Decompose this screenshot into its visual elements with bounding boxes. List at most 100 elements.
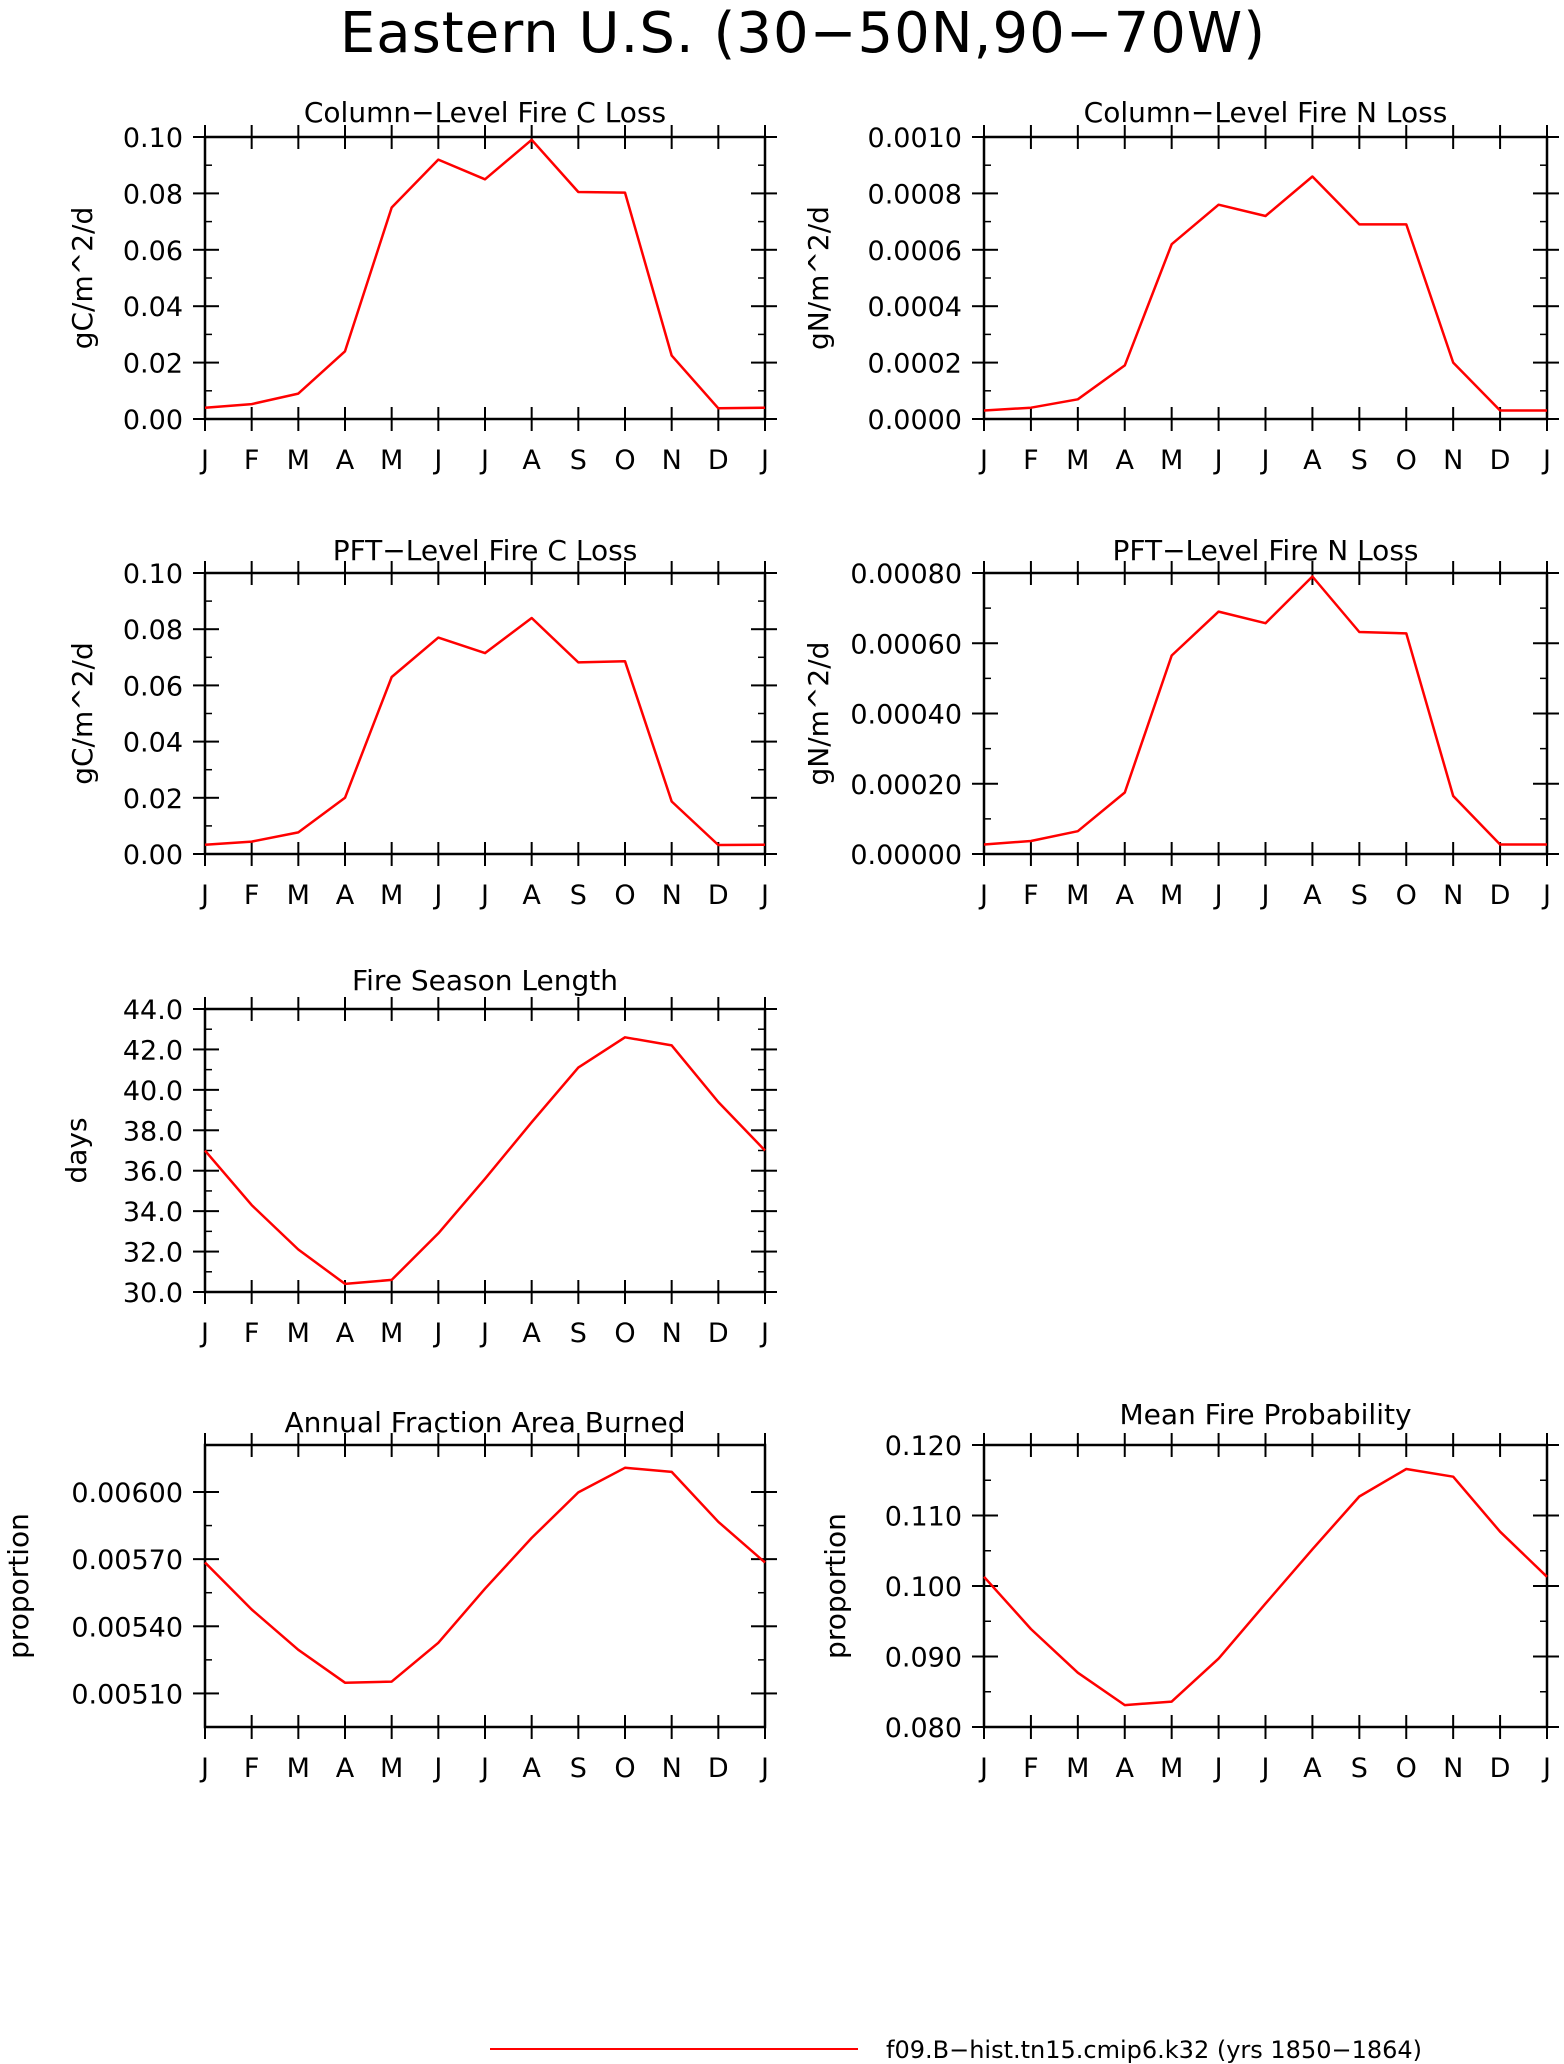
x-tick-label: O [614, 1753, 635, 1784]
x-tick-label: S [570, 1753, 587, 1784]
x-tick-label: D [708, 445, 729, 476]
y-tick-label: 32.0 [123, 1238, 183, 1269]
x-tick-label: A [522, 880, 541, 911]
x-tick-label: A [522, 445, 541, 476]
x-tick-label: S [1351, 1753, 1368, 1784]
y-tick-label: 0.0002 [868, 349, 962, 380]
legend-label: f09.B−hist.tn15.cmip6.k32 (yrs 1850−1864… [886, 2036, 1422, 2064]
y-tick-label: 0.090 [885, 1643, 962, 1674]
x-tick-label: A [336, 1318, 355, 1349]
x-tick-label: J [759, 1753, 769, 1784]
x-tick-label: N [662, 880, 682, 911]
y-tick-label: 0.08 [123, 179, 183, 210]
x-tick-label: J [759, 445, 769, 476]
y-tick-label: 0.00020 [850, 770, 962, 801]
x-tick-label: J [978, 445, 988, 476]
x-tick-label: F [244, 880, 260, 911]
x-tick-label: S [1351, 880, 1368, 911]
panel-title: Column−Level Fire C Loss [304, 96, 666, 129]
y-tick-label: 0.00040 [850, 700, 962, 731]
x-tick-label: M [1066, 1753, 1089, 1784]
y-tick-label: 0.00540 [71, 1612, 183, 1643]
y-tick-label: 0.10 [123, 559, 183, 590]
x-tick-label: M [1160, 445, 1183, 476]
x-tick-label: A [522, 1753, 541, 1784]
x-tick-label: A [336, 880, 355, 911]
x-tick-label: A [1303, 1753, 1322, 1784]
x-tick-label: N [1443, 880, 1463, 911]
x-tick-label: M [1066, 445, 1089, 476]
x-tick-label: F [1023, 880, 1039, 911]
x-tick-label: N [662, 1753, 682, 1784]
y-tick-label: 30.0 [123, 1278, 183, 1309]
x-tick-label: S [570, 1318, 587, 1349]
x-tick-label: D [708, 880, 729, 911]
plot-frame [203, 1007, 767, 1294]
x-tick-label: M [1066, 880, 1089, 911]
x-tick-label: J [199, 1318, 209, 1349]
x-tick-label: M [380, 880, 403, 911]
x-tick-label: J [978, 1753, 988, 1784]
x-tick-label: O [614, 1318, 635, 1349]
y-axis-label: gC/m^2/d [66, 642, 99, 785]
x-tick-label: O [614, 445, 635, 476]
x-tick-label: J [432, 445, 442, 476]
x-tick-label: S [570, 445, 587, 476]
y-tick-label: 0.04 [123, 292, 183, 323]
x-tick-label: J [1541, 445, 1551, 476]
y-tick-label: 0.080 [885, 1713, 962, 1744]
x-tick-label: D [1490, 880, 1511, 911]
y-tick-label: 34.0 [123, 1197, 183, 1228]
y-tick-label: 42.0 [123, 1035, 183, 1066]
x-tick-label: N [662, 1318, 682, 1349]
x-tick-label: D [1490, 1753, 1511, 1784]
x-tick-label: M [287, 1753, 310, 1784]
x-tick-label: D [708, 1318, 729, 1349]
y-tick-label: 0.00060 [850, 629, 962, 660]
x-tick-label: N [1443, 445, 1463, 476]
x-tick-label: J [1541, 1753, 1551, 1784]
x-tick-label: M [1160, 880, 1183, 911]
y-axis-label: gN/m^2/d [802, 642, 835, 786]
x-tick-label: J [759, 880, 769, 911]
x-tick-label: M [380, 1318, 403, 1349]
y-tick-label: 0.08 [123, 615, 183, 646]
x-tick-label: A [522, 1318, 541, 1349]
x-tick-label: J [199, 880, 209, 911]
y-axis-label: gC/m^2/d [66, 207, 99, 350]
y-axis-label: gN/m^2/d [802, 206, 835, 350]
x-tick-label: F [244, 1753, 260, 1784]
panel-title: Column−Level Fire N Loss [1084, 96, 1448, 129]
series-line [204, 616, 766, 847]
x-tick-label: O [1396, 880, 1417, 911]
y-tick-label: 0.06 [123, 671, 183, 702]
x-tick-label: J [759, 1318, 769, 1349]
y-tick-label: 0.02 [123, 784, 183, 815]
x-tick-label: A [336, 1753, 355, 1784]
y-tick-label: 36.0 [123, 1157, 183, 1188]
y-tick-label: 0.10 [123, 123, 183, 154]
x-tick-label: J [479, 1753, 489, 1784]
x-tick-label: M [380, 445, 403, 476]
series-line [983, 175, 1547, 412]
y-tick-label: 0.00000 [850, 840, 962, 871]
x-tick-label: F [244, 1318, 260, 1349]
x-tick-label: M [380, 1753, 403, 1784]
series-line [983, 575, 1547, 846]
x-tick-label: F [1023, 445, 1039, 476]
plot-frame [982, 135, 1549, 421]
y-tick-label: 0.0000 [868, 405, 962, 436]
y-tick-label: 0.00570 [71, 1545, 183, 1576]
x-tick-label: S [1351, 445, 1368, 476]
x-tick-label: J [199, 1753, 209, 1784]
figure-title: Eastern U.S. (30−50N,90−70W) [340, 1, 1266, 66]
x-tick-label: D [1490, 445, 1511, 476]
y-axis-label: proportion [819, 1513, 852, 1659]
